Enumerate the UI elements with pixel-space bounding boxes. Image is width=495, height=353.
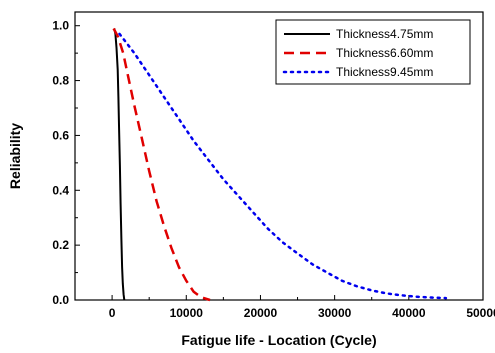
y-tick-label: 0.8 [52, 74, 69, 88]
y-tick-label: 0.4 [52, 183, 69, 197]
x-tick-label: 10000 [170, 306, 204, 320]
y-tick-label: 1.0 [52, 19, 69, 33]
y-tick-label: 0.0 [52, 293, 69, 307]
legend-label: Thickness6.60mm [336, 46, 433, 60]
x-tick-label: 20000 [244, 306, 278, 320]
y-tick-label: 0.6 [52, 128, 69, 142]
x-axis-title: Fatigue life - Location (Cycle) [181, 332, 376, 348]
legend-label: Thickness9.45mm [336, 65, 433, 79]
y-axis-title: Reliability [7, 123, 23, 189]
legend: Thickness4.75mm Thickness6.60mm Thickness9… [276, 20, 470, 84]
x-tick-label: 40000 [392, 306, 426, 320]
x-tick-label: 0 [109, 306, 116, 320]
legend-label: Thickness4.75mm [336, 27, 433, 41]
series-line-1 [114, 29, 124, 301]
x-tick-label: 30000 [318, 306, 352, 320]
series-line-2 [114, 29, 210, 301]
y-tick-label: 0.2 [52, 238, 69, 252]
